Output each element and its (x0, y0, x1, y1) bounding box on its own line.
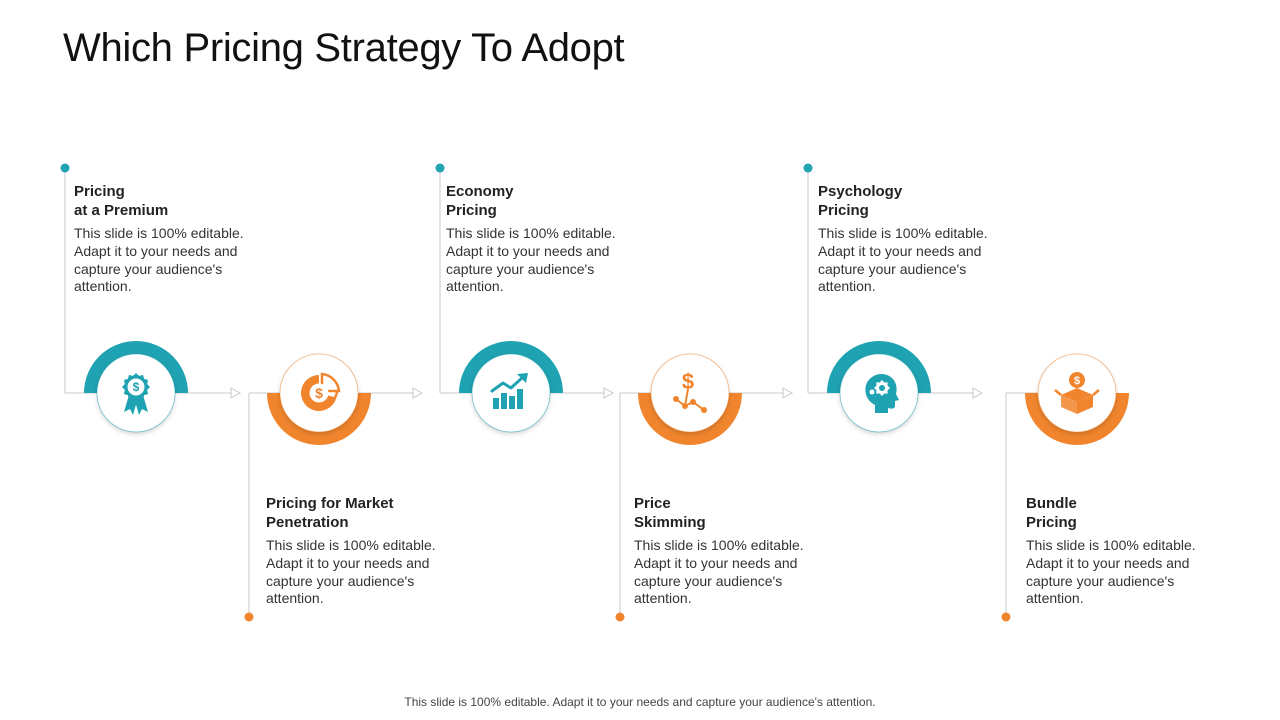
step-description: This slide is 100% editable. Adapt it to… (634, 537, 804, 607)
marker-dot (1001, 612, 1011, 622)
half-ring (459, 341, 563, 393)
step-heading: Pricing for Market Penetration (266, 495, 394, 531)
step-node-2: $ (267, 353, 371, 445)
page-title: Which Pricing Strategy To Adopt (63, 26, 625, 70)
award-ribbon-icon: $ (122, 373, 150, 415)
step-description: This slide is 100% editable. Adapt it to… (74, 225, 244, 295)
marker-dot (60, 163, 70, 173)
step-heading: Psychology Pricing (818, 183, 903, 219)
node-circle (651, 354, 729, 432)
marker-dot (803, 163, 813, 173)
step-node-6: $ (1025, 353, 1129, 445)
dollar-box-icon: $ (1054, 372, 1100, 414)
flow-arrowhead (412, 387, 424, 399)
svg-text:$: $ (682, 369, 694, 394)
flow-arrowhead (972, 387, 984, 399)
half-ring (1025, 393, 1129, 445)
node-circle (472, 354, 550, 432)
step-node-1: $ (84, 341, 188, 433)
footer-note: This slide is 100% editable. Adapt it to… (404, 695, 876, 709)
step-heading: Pricing at a Premium (74, 183, 169, 219)
svg-text:$: $ (1074, 375, 1080, 387)
dollar-pie-icon: $ (300, 372, 341, 411)
flow-arrowhead (603, 387, 615, 399)
step-description: This slide is 100% editable. Adapt it to… (446, 225, 616, 295)
dollar-network-icon: $ (673, 369, 707, 413)
flow-arrowhead (230, 387, 242, 399)
step-heading: Price Skimming (634, 495, 706, 531)
growth-chart-icon (490, 373, 528, 409)
step-node-5 (827, 341, 931, 433)
step-text-3: Economy Pricing This slide is 100% edita… (446, 182, 621, 296)
step-heading: Economy Pricing (446, 183, 514, 219)
step-node-4: $ (638, 353, 742, 445)
step-nodes: $ $ $ $ (84, 341, 1129, 445)
half-ring (267, 393, 371, 445)
step-text-2: Pricing for Market Penetration This slid… (266, 494, 441, 608)
head-gear-icon (865, 374, 899, 413)
step-description: This slide is 100% editable. Adapt it to… (266, 537, 436, 607)
svg-text:$: $ (133, 380, 140, 394)
step-text-5: Psychology Pricing This slide is 100% ed… (818, 182, 993, 296)
flow-arrowhead (782, 387, 794, 399)
marker-dot (615, 612, 625, 622)
step-heading: Bundle Pricing (1026, 495, 1077, 531)
half-ring (827, 341, 931, 393)
step-text-1: Pricing at a Premium This slide is 100% … (74, 182, 249, 296)
marker-dot (435, 163, 445, 173)
step-node-3 (459, 341, 563, 433)
svg-text:$: $ (315, 385, 323, 401)
step-description: This slide is 100% editable. Adapt it to… (1026, 537, 1196, 607)
half-ring (84, 341, 188, 393)
half-ring (638, 393, 742, 445)
marker-dot (244, 612, 254, 622)
step-text-4: Price Skimming This slide is 100% editab… (634, 494, 809, 608)
step-text-6: Bundle Pricing This slide is 100% editab… (1026, 494, 1201, 608)
step-description: This slide is 100% editable. Adapt it to… (818, 225, 988, 295)
